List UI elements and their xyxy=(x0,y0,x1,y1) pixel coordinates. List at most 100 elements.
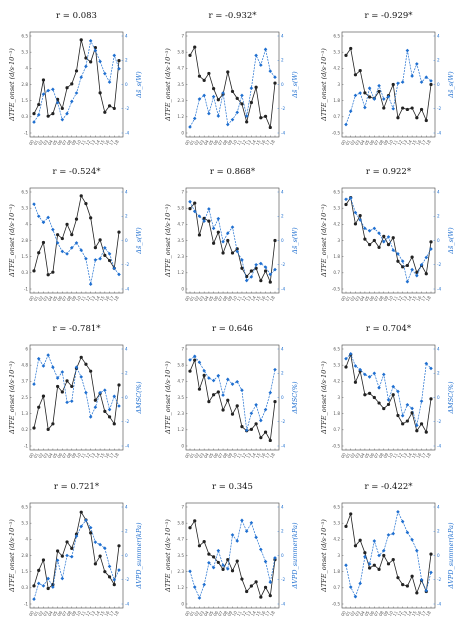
driver-point xyxy=(377,231,381,236)
x-tick-label: 07 xyxy=(61,610,68,617)
y-tick-label-left: 2.3 xyxy=(177,254,184,259)
panel-title: r = -0.932* xyxy=(208,11,257,21)
x-tick-label: 06 xyxy=(368,295,375,302)
panel-title: r = 0.704* xyxy=(366,324,412,334)
y-tick-label-left: 2.3 xyxy=(177,411,184,416)
x-tick-label: 02 xyxy=(349,295,356,302)
driver-point xyxy=(230,533,235,537)
tfe-point xyxy=(188,207,192,211)
tfe-point xyxy=(51,270,55,274)
driver-point xyxy=(188,569,192,574)
x-tick-label: 12 xyxy=(85,139,92,146)
tfe-point xyxy=(382,406,386,411)
x-tick-label: 05 xyxy=(207,139,214,146)
tfe-point xyxy=(401,106,405,110)
x-tick-label: 05 xyxy=(363,610,370,617)
x-tick-label: 17 xyxy=(108,139,115,146)
driver-point xyxy=(235,249,240,254)
driver-point xyxy=(429,79,433,83)
y-tick-label-right: -4 xyxy=(281,130,286,135)
x-tick-label: 18 xyxy=(269,295,276,302)
tfe-point xyxy=(391,236,395,240)
tfe-point xyxy=(358,69,362,73)
y-tick-label-right: 0 xyxy=(281,395,284,400)
driver-point xyxy=(367,375,372,379)
x-tick-label: 17 xyxy=(108,610,115,617)
driver-point xyxy=(391,384,396,389)
tfe-point xyxy=(273,81,277,85)
y-tick-label-left: 5.3 xyxy=(333,363,340,368)
tfe-series-line xyxy=(189,202,276,284)
panel-title: r = 0.868* xyxy=(210,167,256,177)
x-tick-label: 06 xyxy=(56,452,63,459)
driver-point xyxy=(211,226,216,231)
tfe-point xyxy=(89,216,93,220)
tfe-point xyxy=(391,393,395,397)
driver-point xyxy=(103,546,107,551)
panel-title: r = -0.781* xyxy=(52,324,101,334)
y-tick-label-left: 7 xyxy=(181,189,184,194)
driver-point xyxy=(386,398,391,402)
driver-point xyxy=(188,358,192,362)
y-tick-label-left: 5.3 xyxy=(333,521,340,526)
driver-point xyxy=(405,402,410,407)
driver-point xyxy=(363,226,367,231)
x-tick-label: 11 xyxy=(236,452,243,459)
tfe-point xyxy=(273,238,277,243)
plot-frame xyxy=(341,31,436,138)
driver-point xyxy=(84,390,88,395)
x-tick-label: 07 xyxy=(61,139,68,146)
driver-point xyxy=(51,585,55,589)
x-tick-label: 04 xyxy=(359,139,366,146)
panel-title: r = 0.721* xyxy=(54,482,100,492)
x-tick-label: 13 xyxy=(401,295,408,302)
x-tick-label: 17 xyxy=(420,452,427,459)
driver-series-line xyxy=(189,519,276,599)
y-axis-label-right: ΔMSC(%) xyxy=(135,381,143,414)
tfe-point xyxy=(353,222,358,226)
tfe-point xyxy=(56,233,60,237)
x-tick-label: 08 xyxy=(66,452,73,459)
x-tick-label: 11 xyxy=(80,139,87,146)
x-tick-label: 11 xyxy=(80,295,87,302)
driver-point xyxy=(188,125,192,129)
driver-point xyxy=(93,540,98,544)
driver-point xyxy=(65,111,69,116)
x-tick-label: 14 xyxy=(94,295,101,302)
driver-point xyxy=(112,394,117,399)
y-tick-label-left: 0 xyxy=(181,443,184,448)
driver-point xyxy=(36,214,41,219)
y-tick-label-left: 5.3 xyxy=(21,206,28,211)
driver-point xyxy=(391,531,396,536)
y-tick-label-right: 2 xyxy=(125,529,128,534)
tfe-point xyxy=(226,70,230,74)
y-tick-label-left: 3.7 xyxy=(21,379,28,384)
driver-point xyxy=(69,99,74,104)
x-tick-label: 13 xyxy=(401,139,408,146)
tfe-point xyxy=(396,259,400,263)
y-tick-label-left: 5.8 xyxy=(177,206,184,211)
tfe-point xyxy=(363,237,367,241)
tfe-series-line xyxy=(33,511,120,590)
driver-point xyxy=(381,97,386,101)
driver-point xyxy=(202,93,206,98)
driver-point xyxy=(65,252,69,256)
y-tick-label-left: 0.7 xyxy=(333,114,340,119)
driver-point xyxy=(46,215,50,220)
tfe-point xyxy=(254,580,258,584)
driver-point xyxy=(93,48,98,53)
driver-point xyxy=(358,367,362,372)
driver-point xyxy=(103,71,107,76)
tfe-point xyxy=(259,436,263,440)
y-tick-label-right: 2 xyxy=(281,58,284,63)
driver-point xyxy=(112,577,117,582)
y-axis-label-right: ΔVPD_summer(kPa) xyxy=(447,522,455,589)
driver-point xyxy=(197,360,202,365)
y-tick-label-left: -1 xyxy=(24,443,29,448)
driver-point xyxy=(192,209,197,214)
driver-point xyxy=(424,75,429,80)
driver-series-line xyxy=(189,201,276,282)
x-tick-label: 11 xyxy=(392,139,399,146)
driver-point xyxy=(60,249,65,254)
y-tick-label-right: -4 xyxy=(437,443,442,448)
